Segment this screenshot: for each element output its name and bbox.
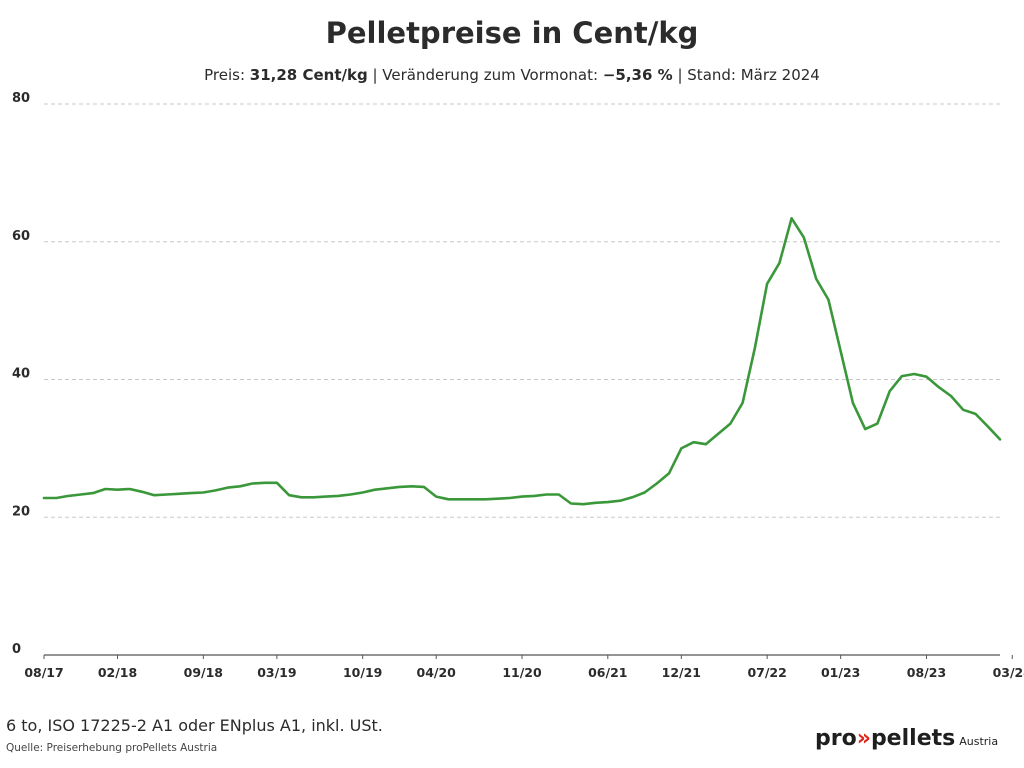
line-chart: 0 20 40 60 80 08/17 02/18 09/18 03/19 10/19 04/20 1… bbox=[12, 91, 1024, 680]
x-tick-label: 03/24 bbox=[993, 665, 1024, 680]
price-value: 31,28 Cent/kg bbox=[249, 66, 368, 84]
footnote: 6 to, ISO 17225-2 A1 oder ENplus A1, ink… bbox=[6, 716, 383, 735]
x-tick-label: 09/18 bbox=[184, 665, 223, 680]
series-layer bbox=[42, 217, 1002, 506]
x-tick-label: 04/20 bbox=[417, 665, 457, 680]
y-tick-label: 40 bbox=[12, 367, 30, 382]
propellets-logo: pro»pellets Austria bbox=[815, 726, 998, 751]
logo-pellets: pellets bbox=[870, 726, 956, 751]
change-label: | Veränderung zum Vormonat: bbox=[372, 66, 599, 84]
y-tick-label: 80 bbox=[12, 91, 30, 106]
date-label: | Stand: März 2024 bbox=[677, 66, 820, 84]
x-tick-label: 10/19 bbox=[343, 665, 382, 680]
axis-layer: 0 20 40 60 80 08/17 02/18 09/18 03/19 10/19 04/20 1… bbox=[12, 91, 1024, 680]
x-tick-label: 12/21 bbox=[662, 665, 701, 680]
chart-title: Pelletpreise in Cent/kg bbox=[325, 16, 699, 50]
x-tick-label: 01/23 bbox=[821, 665, 860, 680]
price-label: Preis: bbox=[204, 66, 246, 84]
grid-layer bbox=[44, 103, 1000, 518]
logo-pro: pro bbox=[815, 726, 857, 751]
y-tick-label: 0 bbox=[12, 642, 21, 657]
change-value: −5,36 % bbox=[602, 66, 673, 84]
y-tick-label: 20 bbox=[12, 504, 30, 519]
x-tick-label: 02/18 bbox=[98, 665, 137, 680]
x-tick-label: 08/17 bbox=[24, 665, 63, 680]
y-tick-label: 60 bbox=[12, 229, 30, 244]
chart-subtitle: Preis: 31,28 Cent/kg | Veränderung zum V… bbox=[0, 66, 1024, 84]
logo-chevron-icon: » bbox=[856, 726, 871, 751]
x-tick-label: 06/21 bbox=[588, 665, 627, 680]
x-tick-label: 03/19 bbox=[257, 665, 296, 680]
source-note: Quelle: Preiserhebung proPellets Austria bbox=[6, 742, 218, 754]
logo-country: Austria bbox=[959, 735, 999, 748]
x-tick-label: 08/23 bbox=[907, 665, 946, 680]
series-line bbox=[42, 217, 1002, 506]
x-tick-label: 11/20 bbox=[502, 665, 542, 680]
x-tick-label: 07/22 bbox=[747, 665, 786, 680]
